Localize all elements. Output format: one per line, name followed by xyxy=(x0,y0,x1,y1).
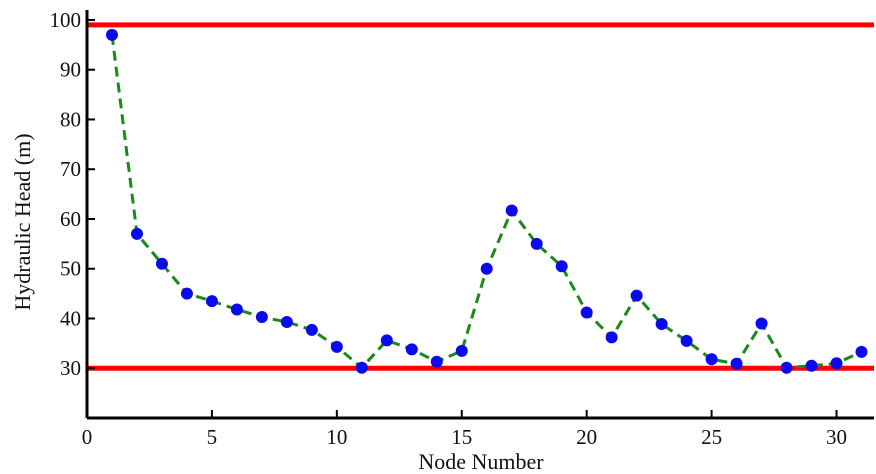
data-point xyxy=(180,287,193,300)
data-point xyxy=(205,295,218,308)
data-point xyxy=(755,317,768,330)
data-point xyxy=(780,361,793,374)
data-point xyxy=(330,340,343,353)
series-group xyxy=(105,28,868,374)
data-point xyxy=(505,204,518,217)
data-point xyxy=(630,289,643,302)
series-line xyxy=(110,34,863,370)
x-axis-label: Node Number xyxy=(418,449,544,474)
data-point xyxy=(305,323,318,336)
tick-labels: 0 5 10 15 20 25 30 30 40 50 60 70 80 90 100 xyxy=(50,8,848,449)
y-tick-label: 40 xyxy=(60,306,81,330)
data-point xyxy=(480,262,493,275)
data-point xyxy=(655,317,668,330)
x-tick-label: 30 xyxy=(826,425,847,449)
x-tick-label: 15 xyxy=(451,425,472,449)
reference-lines xyxy=(87,22,874,371)
data-point xyxy=(455,344,468,357)
y-tick-label: 90 xyxy=(60,58,81,82)
data-point xyxy=(530,237,543,250)
data-point xyxy=(280,315,293,328)
data-point xyxy=(230,303,243,316)
data-point xyxy=(130,227,143,240)
y-tick-label: 80 xyxy=(60,107,81,131)
data-point xyxy=(855,345,868,358)
y-tick-label: 60 xyxy=(60,207,81,231)
data-point xyxy=(355,361,368,374)
data-point xyxy=(805,359,818,372)
x-tick-label: 10 xyxy=(326,425,347,449)
x-tick-label: 20 xyxy=(576,425,597,449)
data-point xyxy=(255,310,268,323)
axes xyxy=(85,10,874,420)
data-point xyxy=(155,257,168,270)
data-point xyxy=(730,357,743,370)
data-point xyxy=(380,334,393,347)
data-point xyxy=(705,353,718,366)
x-tick-label: 5 xyxy=(207,425,218,449)
y-axis-label: Hydraulic Head (m) xyxy=(10,133,35,310)
y-tick-label: 30 xyxy=(60,356,81,380)
data-point xyxy=(555,260,568,273)
data-point xyxy=(830,357,843,370)
y-tick-label: 70 xyxy=(60,157,81,181)
x-tick-label: 0 xyxy=(82,425,93,449)
data-point xyxy=(580,306,593,319)
data-point xyxy=(405,343,418,356)
x-tick-label: 25 xyxy=(701,425,722,449)
data-point xyxy=(680,334,693,347)
data-point xyxy=(430,355,443,368)
y-tick-label: 50 xyxy=(60,257,81,281)
data-point xyxy=(605,331,618,344)
y-tick-label: 100 xyxy=(50,8,82,32)
data-point xyxy=(105,28,118,41)
